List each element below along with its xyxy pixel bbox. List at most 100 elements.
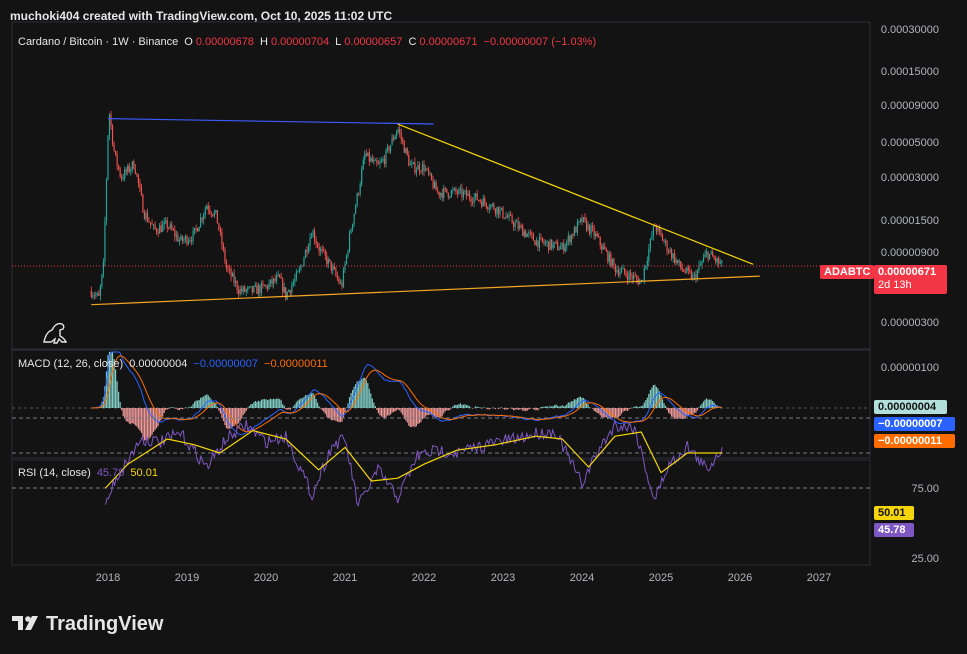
candle-body (605, 249, 607, 252)
candle-body (282, 278, 284, 293)
macd-hist-bar (131, 408, 133, 424)
candle-body (585, 219, 588, 230)
macd-hist-bar (440, 408, 442, 417)
candle-body (227, 267, 229, 269)
candle-body (95, 294, 97, 296)
macd-hist-bar (575, 399, 577, 408)
candle-body (459, 188, 462, 190)
macd-hist-bar (215, 403, 217, 408)
macd-hist-bar (294, 404, 296, 408)
candle-body (159, 225, 161, 234)
macd-hist-bar (393, 408, 395, 413)
candle-body (348, 233, 351, 252)
macd-hist-bar (408, 408, 410, 426)
candle-body (148, 221, 150, 223)
candle-body (292, 282, 294, 286)
candle-body (631, 275, 633, 280)
macd-hist-bar (581, 397, 583, 408)
candle-body (503, 217, 506, 219)
candle-body (479, 200, 481, 202)
candle-body (393, 137, 395, 140)
candle-body (110, 114, 112, 126)
candle-body (616, 270, 618, 273)
candle-body (231, 273, 234, 277)
macd-hist-bar (282, 404, 284, 408)
candle-body (710, 252, 712, 254)
candle-body (672, 253, 674, 259)
macd-hist-bar (388, 408, 390, 416)
candle-body (646, 260, 648, 266)
candle-body (204, 209, 206, 215)
candle-body (128, 165, 130, 172)
macd-hist-bar (250, 404, 252, 408)
macd-hist-bar (133, 408, 135, 424)
candle-body (140, 187, 143, 195)
macd-line-value: −0.00000007 (193, 358, 258, 370)
price-axis-label: 0.00030000 (880, 24, 939, 36)
candle-body (652, 225, 654, 236)
macd-hist-bar (443, 408, 445, 414)
candle-body (365, 153, 367, 156)
macd-hist-bar (254, 400, 256, 408)
price-tag-value: 0.00000671 (878, 266, 937, 278)
candle-body (657, 227, 659, 232)
macd-hist-bar (532, 408, 534, 410)
candle-body (222, 245, 225, 250)
candle-body (470, 198, 472, 202)
candle-body (719, 262, 721, 264)
tradingview-brand[interactable]: TradingView (12, 613, 163, 636)
candle-body (669, 249, 671, 253)
macd-hist-bar (266, 400, 269, 408)
macd-hist-bar (616, 408, 618, 418)
macd-hist-bar (423, 408, 425, 419)
candle-body (713, 256, 715, 259)
candle-body (353, 213, 355, 224)
candle-body (277, 274, 279, 277)
candle-body (127, 165, 129, 172)
candle-body (456, 191, 459, 194)
macd-hist-bar (359, 380, 361, 408)
macd-hist-bar (292, 406, 294, 408)
macd-hist-bar (561, 405, 563, 408)
macd-hist-bar (361, 379, 363, 408)
macd-hist-bar (633, 407, 635, 408)
candle-body (426, 168, 428, 170)
candle-body (175, 234, 177, 237)
candle-body (619, 272, 621, 276)
price-tag: 0.00000671 2d 13h (874, 265, 947, 294)
candle-body (383, 158, 386, 164)
candle-body (709, 253, 711, 260)
candle-body (409, 164, 411, 166)
macd-hist-bar (424, 408, 427, 417)
macd-hist-bar (212, 401, 214, 408)
candle-body (162, 224, 164, 232)
macd-hist-bar (441, 408, 443, 417)
macd-hist-bar (544, 406, 547, 408)
macd-hist-bar (148, 408, 150, 439)
macd-label[interactable]: MACD (12, 26, close) (18, 358, 124, 370)
candle-body (219, 229, 222, 233)
candle-body (455, 188, 457, 192)
macd-hist-bar (162, 408, 164, 417)
trendline-descending (397, 123, 754, 265)
candle-body (695, 274, 697, 280)
macd-hist-bar (709, 399, 711, 408)
macd-hist-bar (613, 408, 615, 418)
macd-hist-bar (168, 408, 170, 409)
candle-body (522, 226, 524, 237)
macd-hist-bar (271, 399, 273, 408)
macd-hist-bar (383, 408, 386, 419)
macd-hist-bar (514, 408, 516, 410)
candle-body (289, 290, 291, 293)
candle-body (101, 274, 103, 287)
candle-body (683, 269, 685, 272)
candle-body (367, 152, 369, 156)
symbol-label[interactable]: Cardano / Bitcoin · 1W · Binance (18, 36, 179, 48)
candle-body (412, 162, 414, 164)
rsi-label[interactable]: RSI (14, close) (18, 467, 91, 479)
macd-hist-bar (623, 408, 626, 411)
candle-body (248, 286, 250, 288)
macd-hist-bar (104, 386, 106, 408)
candle-body (418, 164, 421, 172)
candle-body (544, 242, 547, 244)
